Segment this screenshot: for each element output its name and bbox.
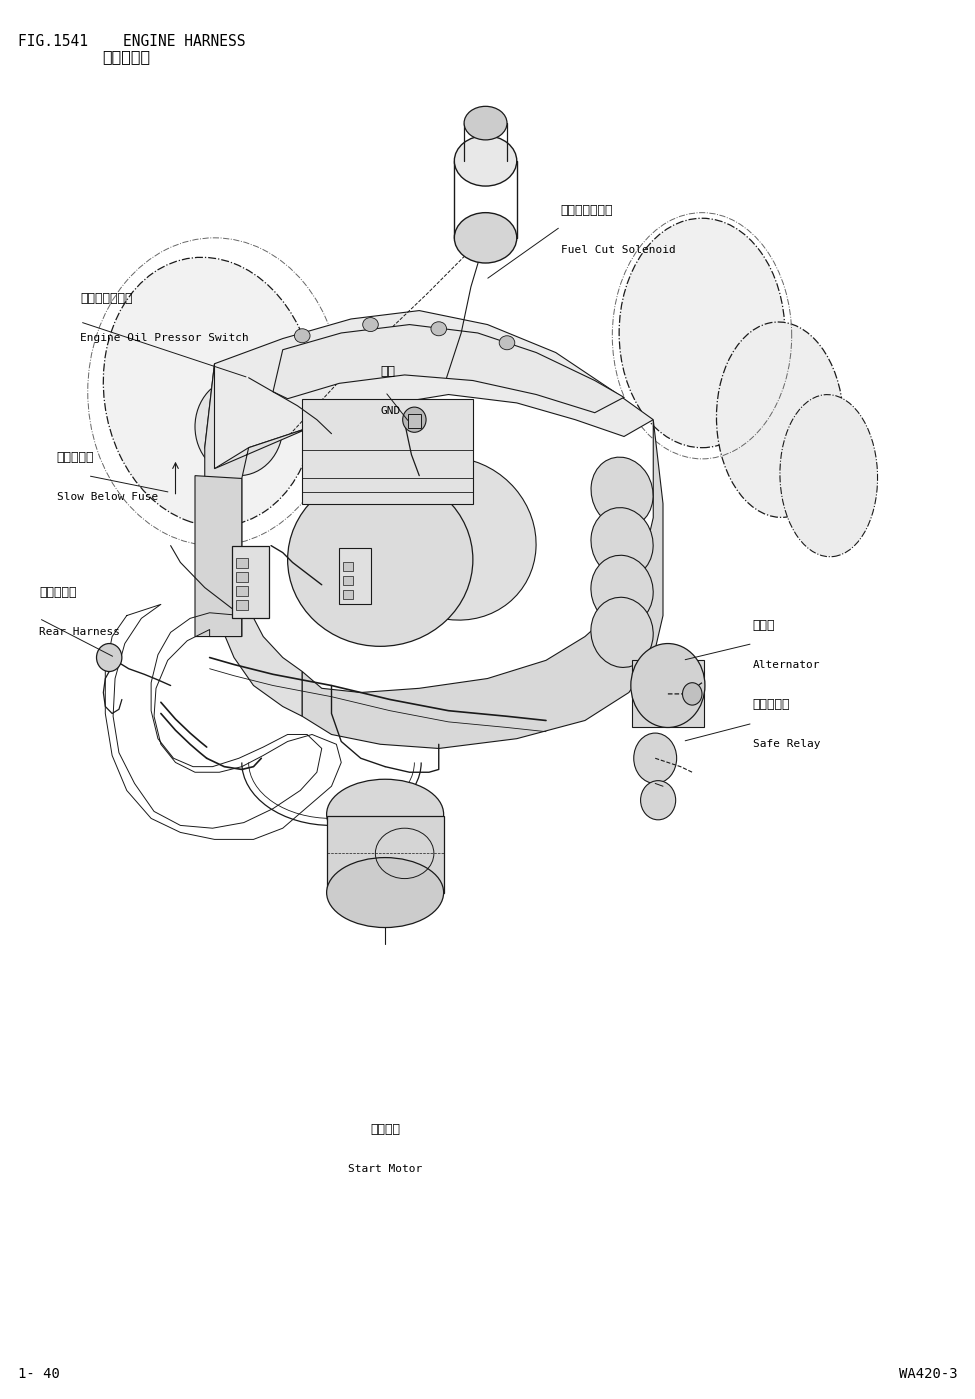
Ellipse shape: [591, 555, 653, 625]
Ellipse shape: [464, 106, 507, 140]
Polygon shape: [205, 311, 653, 469]
Text: Start Motor: Start Motor: [348, 1164, 422, 1174]
Bar: [236, 572, 248, 582]
Text: 1- 40: 1- 40: [18, 1367, 59, 1381]
Text: 安全继电器: 安全继电器: [753, 698, 790, 711]
Text: Safe Relay: Safe Relay: [753, 739, 820, 748]
Bar: [232, 546, 269, 618]
Polygon shape: [302, 420, 663, 748]
Polygon shape: [273, 325, 624, 413]
Bar: [327, 816, 444, 893]
Polygon shape: [205, 364, 312, 716]
Bar: [343, 576, 353, 585]
Ellipse shape: [195, 378, 283, 476]
Bar: [343, 590, 353, 599]
Text: Rear Harness: Rear Harness: [39, 627, 120, 637]
Ellipse shape: [327, 858, 444, 928]
Ellipse shape: [591, 597, 653, 667]
Text: Slow Below Fuse: Slow Below Fuse: [57, 492, 158, 502]
Text: 延时保险丝: 延时保险丝: [57, 452, 94, 464]
Text: 启动马达: 启动马达: [370, 1123, 400, 1136]
Text: 接地: 接地: [380, 365, 395, 378]
Bar: [302, 399, 473, 504]
Text: 后车架配线: 后车架配线: [39, 586, 76, 599]
Text: FIG.1541    ENGINE HARNESS: FIG.1541 ENGINE HARNESS: [18, 35, 245, 49]
Ellipse shape: [619, 218, 785, 448]
Text: 燃油切断电磁阀: 燃油切断电磁阀: [561, 204, 613, 217]
Ellipse shape: [634, 733, 677, 783]
Text: Engine Oil Pressor Switch: Engine Oil Pressor Switch: [80, 333, 249, 343]
Bar: [236, 586, 248, 596]
Text: 发动机油压开关: 发动机油压开关: [80, 292, 133, 305]
Bar: [236, 558, 248, 568]
Text: Alternator: Alternator: [753, 660, 820, 670]
Ellipse shape: [327, 779, 444, 849]
Ellipse shape: [103, 257, 316, 526]
Ellipse shape: [97, 644, 122, 672]
Ellipse shape: [403, 407, 426, 432]
Ellipse shape: [591, 457, 653, 527]
Text: 发电机: 发电机: [753, 620, 775, 632]
Text: 发动机配线: 发动机配线: [102, 49, 150, 64]
Ellipse shape: [591, 508, 653, 578]
Ellipse shape: [631, 644, 705, 727]
Ellipse shape: [499, 336, 515, 350]
Ellipse shape: [682, 683, 702, 705]
Ellipse shape: [363, 318, 378, 332]
Bar: [343, 562, 353, 571]
Bar: [339, 548, 370, 604]
Text: WA420-3: WA420-3: [899, 1367, 957, 1381]
Bar: [408, 414, 421, 428]
Text: Fuel Cut Solenoid: Fuel Cut Solenoid: [561, 245, 676, 255]
Bar: [236, 600, 248, 610]
Ellipse shape: [641, 781, 676, 820]
Bar: [632, 660, 704, 727]
Text: GND: GND: [380, 406, 401, 416]
Ellipse shape: [288, 473, 473, 646]
Polygon shape: [195, 476, 242, 637]
Ellipse shape: [780, 395, 878, 557]
Ellipse shape: [431, 322, 447, 336]
Ellipse shape: [454, 213, 517, 263]
Ellipse shape: [717, 322, 843, 518]
Ellipse shape: [454, 136, 517, 186]
Ellipse shape: [294, 329, 310, 343]
Ellipse shape: [370, 457, 536, 620]
